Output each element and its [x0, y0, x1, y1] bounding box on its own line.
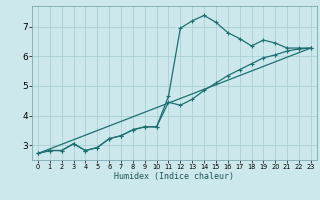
X-axis label: Humidex (Indice chaleur): Humidex (Indice chaleur)	[115, 172, 234, 181]
